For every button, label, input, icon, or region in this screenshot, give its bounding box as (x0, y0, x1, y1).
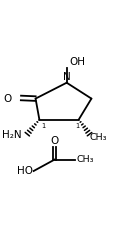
Text: ⁡1: ⁡1 (42, 123, 46, 129)
Text: CH₃: CH₃ (76, 155, 94, 164)
Text: O: O (4, 93, 12, 104)
Text: CH₃: CH₃ (90, 133, 107, 142)
Text: N: N (63, 72, 71, 82)
Text: O: O (51, 136, 59, 146)
Text: ⁡1: ⁡1 (76, 123, 80, 129)
Text: OH: OH (70, 58, 86, 67)
Text: HO: HO (17, 166, 33, 176)
Text: H₂N: H₂N (2, 130, 22, 140)
